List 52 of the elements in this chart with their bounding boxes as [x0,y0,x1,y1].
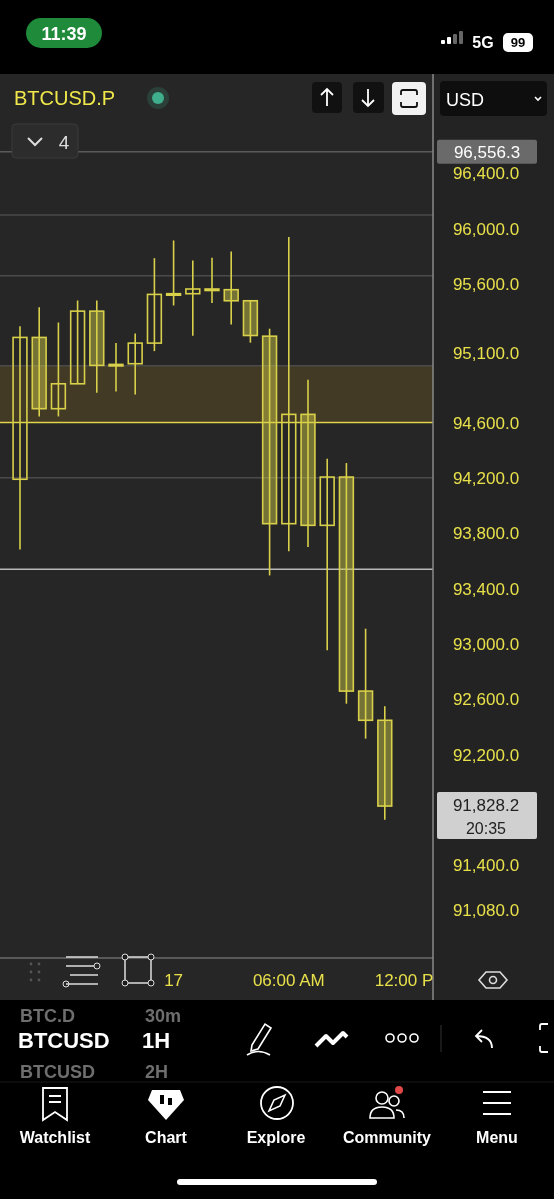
x-tick-label: 17 [164,971,184,990]
chart-title: BTCUSD.P [14,87,116,109]
candlestick [108,342,124,393]
candlestick [242,299,259,344]
text: 20:35 [465,820,507,837]
text: 91,828.2 [452,796,520,815]
text: Watchlist [19,1129,91,1146]
y-tick-label: 95,600.0 [452,275,520,295]
annotation: 4 [58,132,70,153]
y-tick-label: 96,000.0 [452,219,520,239]
text: 2H [145,1062,169,1082]
text: 1H [142,1028,171,1053]
y-tick-label: 96,400.0 [452,164,520,184]
text: USD [446,90,485,110]
candlestick [377,705,393,821]
candlestick [146,257,163,352]
candlestick [89,299,105,394]
candlestick [69,299,86,385]
candlestick [319,457,335,652]
text: BTCUSD [20,1062,95,1082]
candlestick [165,239,182,307]
ref-line-label: 96,556.3 [453,142,521,162]
y-tick-label: 94,200.0 [452,468,520,488]
text: BTC.D [20,1006,75,1026]
text: Menu [476,1129,518,1146]
candlestick [338,462,355,705]
y-tick-label: 92,600.0 [452,690,520,710]
text: 11:39 [41,24,87,44]
y-tick-label: 95,100.0 [452,344,520,364]
candlestick [50,321,67,418]
text: Community [343,1129,432,1146]
y-tick-label: 94,600.0 [452,413,520,433]
text: 30m [145,1006,182,1026]
y-tick-label: 92,200.0 [452,745,520,765]
text: 5G [472,34,494,51]
candlestick [185,259,201,337]
candlestick [31,306,47,418]
candlestick [127,332,143,396]
y-tick-label: 91,400.0 [452,856,520,876]
candlestick [204,256,220,304]
y-tick-label: 91,080.0 [452,900,520,920]
candlestick [357,627,374,740]
text: Explore [246,1129,306,1146]
text: BTCUSD [18,1028,110,1053]
y-tick-label: 93,400.0 [452,579,520,599]
text: Chart [145,1129,188,1146]
y-tick-label: 93,800.0 [452,524,520,544]
x-tick-label: 06:00 AM [252,971,325,990]
text: 99 [510,35,526,50]
candlestick [223,250,239,326]
y-tick-label: 93,000.0 [452,634,520,654]
x-tick-label: 12:00 P [374,971,434,990]
